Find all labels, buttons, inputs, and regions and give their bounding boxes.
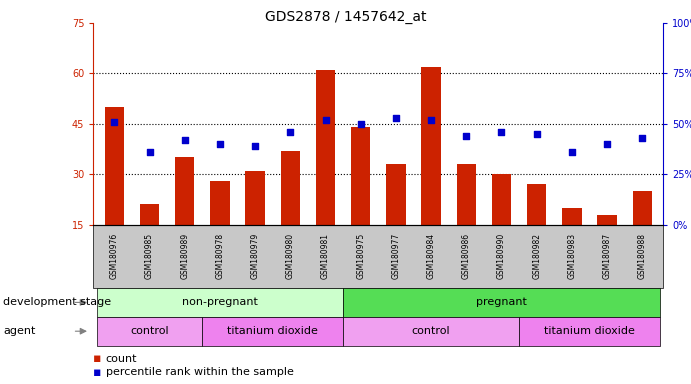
- Text: GSM180986: GSM180986: [462, 233, 471, 280]
- Text: development stage: development stage: [3, 297, 111, 308]
- Text: GSM180984: GSM180984: [426, 233, 435, 280]
- Bar: [210, 181, 229, 225]
- Text: GSM180975: GSM180975: [357, 233, 366, 280]
- Text: control: control: [131, 326, 169, 336]
- Point: [249, 143, 261, 149]
- Bar: [351, 127, 370, 225]
- Text: GSM180987: GSM180987: [603, 233, 612, 280]
- Bar: [598, 215, 617, 225]
- Bar: [632, 191, 652, 225]
- Text: ▪: ▪: [93, 366, 102, 379]
- Point: [602, 141, 613, 147]
- Text: GSM180983: GSM180983: [567, 233, 576, 280]
- Text: count: count: [106, 354, 138, 364]
- Point: [355, 121, 366, 127]
- Bar: [105, 107, 124, 225]
- Text: GSM180980: GSM180980: [286, 233, 295, 280]
- Point: [636, 135, 647, 141]
- Bar: [316, 70, 335, 225]
- Text: GDS2878 / 1457642_at: GDS2878 / 1457642_at: [265, 10, 426, 23]
- Text: titanium dioxide: titanium dioxide: [544, 326, 635, 336]
- Point: [179, 137, 190, 143]
- Point: [320, 117, 331, 123]
- Text: GSM180976: GSM180976: [110, 233, 119, 280]
- Text: GSM180978: GSM180978: [216, 233, 225, 280]
- Bar: [140, 205, 159, 225]
- Text: non-pregnant: non-pregnant: [182, 297, 258, 308]
- Bar: [457, 164, 476, 225]
- Point: [144, 149, 155, 155]
- Bar: [527, 184, 547, 225]
- Point: [214, 141, 225, 147]
- Text: percentile rank within the sample: percentile rank within the sample: [106, 367, 294, 377]
- Bar: [175, 157, 194, 225]
- Point: [426, 117, 437, 123]
- Point: [496, 129, 507, 135]
- Bar: [492, 174, 511, 225]
- Bar: [386, 164, 406, 225]
- Point: [109, 119, 120, 125]
- Bar: [422, 67, 441, 225]
- Bar: [245, 171, 265, 225]
- Bar: [281, 151, 300, 225]
- Text: GSM180985: GSM180985: [145, 233, 154, 280]
- Text: GSM180977: GSM180977: [391, 233, 400, 280]
- Bar: [562, 208, 582, 225]
- Point: [285, 129, 296, 135]
- Text: agent: agent: [3, 326, 36, 336]
- Text: GSM180979: GSM180979: [251, 233, 260, 280]
- Point: [390, 115, 401, 121]
- Text: GSM180988: GSM180988: [638, 233, 647, 279]
- Text: GSM180990: GSM180990: [497, 233, 506, 280]
- Text: GSM180989: GSM180989: [180, 233, 189, 280]
- Text: titanium dioxide: titanium dioxide: [227, 326, 318, 336]
- Text: ▪: ▪: [93, 353, 102, 366]
- Point: [567, 149, 578, 155]
- Text: pregnant: pregnant: [476, 297, 527, 308]
- Text: GSM180982: GSM180982: [532, 233, 541, 279]
- Point: [461, 133, 472, 139]
- Text: GSM180981: GSM180981: [321, 233, 330, 279]
- Text: control: control: [412, 326, 451, 336]
- Point: [531, 131, 542, 137]
